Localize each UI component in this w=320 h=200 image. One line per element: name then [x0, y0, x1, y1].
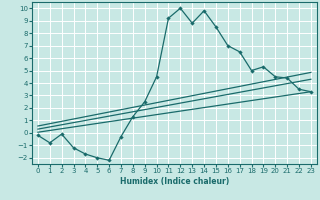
X-axis label: Humidex (Indice chaleur): Humidex (Indice chaleur) [120, 177, 229, 186]
